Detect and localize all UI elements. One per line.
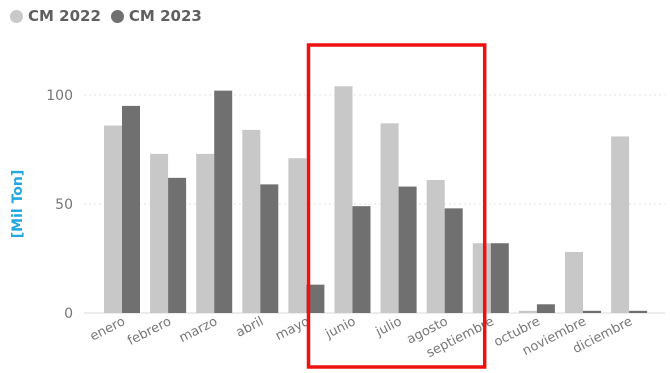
bar-cm-2023-febrero[interactable] xyxy=(168,177,187,313)
bar-cm-2022-mayo[interactable] xyxy=(288,158,307,313)
x-tick-label-febrero: febrero xyxy=(125,314,174,349)
bar-cm-2022-diciembre[interactable] xyxy=(611,136,630,313)
bar-cm-2022-septiembre[interactable] xyxy=(472,243,491,313)
bar-cm-2023-noviembre[interactable] xyxy=(583,310,601,313)
bar-cm-2022-agosto[interactable] xyxy=(426,180,445,313)
bar-cm-2022-junio[interactable] xyxy=(334,86,353,313)
bar-cm-2023-junio[interactable] xyxy=(352,206,371,313)
bar-series xyxy=(104,86,648,314)
highlight-layer xyxy=(306,43,487,369)
bar-cm-2022-octubre[interactable] xyxy=(518,310,537,313)
bar-cm-2023-abril[interactable] xyxy=(260,184,279,313)
bar-cm-2022-febrero[interactable] xyxy=(150,153,169,313)
bar-cm-2023-marzo[interactable] xyxy=(214,90,233,313)
y-axis-title: [Mil Ton] xyxy=(10,170,26,238)
bar-cm-2022-enero[interactable] xyxy=(104,125,122,314)
bar-cm-2023-mayo[interactable] xyxy=(306,284,325,313)
x-tick-label-junio: junio xyxy=(322,314,358,342)
bar-cm-2023-julio[interactable] xyxy=(398,186,417,313)
legend-label-cm-2023: CM 2023 xyxy=(128,7,202,25)
bar-cm-2022-julio[interactable] xyxy=(380,123,399,313)
chart-legend: CM 2022 CM 2023 xyxy=(10,7,202,25)
legend-item-cm-2023[interactable]: CM 2023 xyxy=(110,7,202,25)
legend-marker-cm-2023 xyxy=(110,9,124,23)
bar-cm-2023-diciembre[interactable] xyxy=(629,310,648,313)
legend-item-cm-2022[interactable]: CM 2022 xyxy=(10,7,101,25)
bar-cm-2023-octubre[interactable] xyxy=(536,304,555,313)
bar-cm-2023-agosto[interactable] xyxy=(444,208,463,313)
highlight-box xyxy=(306,43,487,369)
x-tick-label-enero: enero xyxy=(88,314,128,344)
bar-cm-2022-noviembre[interactable] xyxy=(565,251,583,313)
x-tick-label-mayo: mayo xyxy=(273,314,312,344)
y-tick-label: 0 xyxy=(64,306,73,322)
bar-cm-2022-marzo[interactable] xyxy=(196,153,215,313)
y-tick-label: 100 xyxy=(46,88,73,104)
y-tick-label: 50 xyxy=(55,197,73,213)
bar-cm-2023-septiembre[interactable] xyxy=(490,243,509,313)
x-tick-label-abril: abril xyxy=(234,314,266,340)
x-tick-label-julio: julio xyxy=(373,314,405,340)
bar-cm-2023-enero[interactable] xyxy=(122,105,140,314)
legend-marker-cm-2022 xyxy=(10,9,23,23)
x-tick-label-marzo: marzo xyxy=(177,314,220,346)
bar-cm-2022-abril[interactable] xyxy=(242,129,261,313)
legend-label-cm-2022: CM 2022 xyxy=(28,7,101,25)
